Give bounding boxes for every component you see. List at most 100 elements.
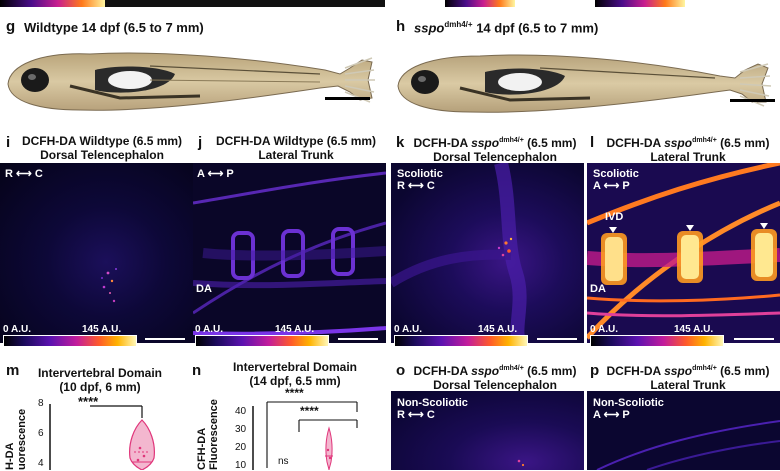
panel-m-ytick-8: 8 bbox=[38, 398, 44, 409]
panel-i-title: DCFH-DA Wildtype (6.5 mm) Dorsal Telence… bbox=[14, 134, 190, 162]
panel-h-title-rest: 14 dpf (6.5 to 7 mm) bbox=[472, 20, 599, 36]
panel-m-ylabel: H-DA uorescence bbox=[4, 409, 28, 470]
panel-letter-j: j bbox=[198, 134, 203, 151]
panel-p-orientation: A ⟷ P bbox=[593, 409, 630, 421]
colorbar-k-max: 145 A.U. bbox=[478, 324, 518, 335]
colorbar-j-min: 0 A.U. bbox=[195, 324, 223, 335]
panel-l-title: DCFH-DA sspodmh4/+ (6.5 mm) Lateral Trun… bbox=[596, 134, 780, 164]
panel-h-title-allele: dmh4/+ bbox=[444, 20, 473, 29]
panel-n-ylabel: CFH-DA Fluorescence bbox=[196, 399, 220, 470]
panel-o-orientation: R ⟷ C bbox=[397, 409, 435, 421]
panel-k-title: DCFH-DA sspodmh4/+ (6.5 mm) Dorsal Telen… bbox=[400, 134, 590, 164]
fish-image-mutant bbox=[397, 54, 775, 113]
panel-m-ytick-6: 6 bbox=[38, 428, 44, 439]
panel-m-ytick-4: 4 bbox=[38, 458, 44, 469]
panel-letter-i: i bbox=[6, 134, 11, 151]
colorbar-l bbox=[590, 335, 724, 347]
scale-bar-j bbox=[338, 338, 378, 340]
panel-n-ns: ns bbox=[278, 456, 289, 467]
panel-j-title-line1: DCFH-DA Wildtype (6.5 mm) bbox=[215, 134, 377, 148]
panel-n-sig2: **** bbox=[300, 404, 319, 418]
colorbar-i-max: 145 A.U. bbox=[82, 324, 122, 335]
panel-h-title: sspodmh4/+ 14 dpf (6.5 to 7 mm) bbox=[414, 20, 598, 35]
panel-h-title-gene: sspo bbox=[414, 20, 445, 36]
panel-p-title-line1: DCFH-DA sspodmh4/+ (6.5 mm) bbox=[606, 364, 770, 378]
top-colorbar-left bbox=[0, 0, 105, 7]
panel-p-title: DCFH-DA sspodmh4/+ (6.5 mm) Lateral Trun… bbox=[596, 362, 780, 392]
panel-k-title-line1: DCFH-DA sspodmh4/+ (6.5 mm) bbox=[413, 136, 577, 150]
colorbar-j bbox=[195, 335, 329, 347]
scale-bar-k bbox=[537, 338, 577, 340]
panel-m-ylabel-line1: H-DA bbox=[4, 442, 16, 471]
panel-m-title-line2: (10 dpf, 6 mm) bbox=[59, 380, 141, 394]
panel-o-title: DCFH-DA sspodmh4/+ (6.5 mm) Dorsal Telen… bbox=[400, 362, 590, 392]
panel-letter-l: l bbox=[590, 134, 595, 151]
panel-n-title: Intervertebral Domain (14 dpf, 6.5 mm) bbox=[220, 360, 370, 388]
panel-letter-g: g bbox=[6, 18, 16, 35]
panel-p-title-line2: Lateral Trunk bbox=[650, 378, 726, 392]
micrograph-i bbox=[0, 163, 193, 343]
colorbar-i-min: 0 A.U. bbox=[3, 324, 31, 335]
scale-bar-g bbox=[325, 97, 370, 100]
top-colorbar-mid bbox=[445, 0, 515, 7]
panel-k-title-line2: Dorsal Telencephalon bbox=[433, 150, 557, 164]
panel-n-ylabel-line1: CFH-DA bbox=[196, 427, 208, 470]
panel-m-ylabel-line2: uorescence bbox=[16, 408, 28, 470]
panel-l-ivd-label: IVD bbox=[605, 211, 624, 223]
plot-m-ticks bbox=[30, 398, 60, 470]
panel-i-orientation: R ⟷ C bbox=[5, 168, 43, 180]
micrograph-l bbox=[587, 163, 780, 343]
panel-o-title-line2: Dorsal Telencephalon bbox=[433, 378, 557, 392]
panel-l-tag: Scoliotic bbox=[593, 168, 639, 180]
panel-letter-m: m bbox=[6, 362, 20, 379]
panel-n-title-line1: Intervertebral Domain bbox=[232, 360, 358, 374]
colorbar-l-max: 145 A.U. bbox=[674, 324, 714, 335]
colorbar-j-max: 145 A.U. bbox=[275, 324, 315, 335]
panel-i-title-line1: DCFH-DA Wildtype (6.5 mm) bbox=[21, 134, 183, 148]
colorbar-k bbox=[394, 335, 528, 347]
scale-bar-i bbox=[145, 338, 185, 340]
micrograph-p bbox=[587, 391, 780, 470]
scale-bar-l bbox=[734, 338, 774, 340]
panel-k-orientation: R ⟷ C bbox=[397, 180, 435, 192]
micrograph-j-signal bbox=[193, 171, 386, 336]
panel-m-title-line1: Intervertebral Domain bbox=[37, 366, 163, 380]
panel-j-orientation: A ⟷ P bbox=[197, 168, 234, 180]
micrograph-k-signal bbox=[391, 163, 527, 343]
fish-image-wildtype bbox=[7, 52, 375, 111]
panel-o-title-line1: DCFH-DA sspodmh4/+ (6.5 mm) bbox=[413, 364, 577, 378]
panel-letter-h: h bbox=[396, 18, 406, 35]
micrograph-o bbox=[391, 391, 584, 470]
plot-n bbox=[252, 401, 358, 470]
panel-letter-o: o bbox=[396, 362, 406, 379]
panel-j-da-label: DA bbox=[196, 283, 212, 295]
panel-n-ytick-30: 30 bbox=[235, 424, 247, 435]
panel-k-tag: Scoliotic bbox=[397, 168, 443, 180]
panel-n-sig1: **** bbox=[285, 386, 304, 400]
panel-p-tag: Non-Scoliotic bbox=[593, 397, 664, 409]
micrograph-k bbox=[391, 163, 584, 343]
micrograph-j bbox=[193, 163, 386, 343]
panel-l-orientation: A ⟷ P bbox=[593, 180, 630, 192]
plot-m bbox=[49, 404, 155, 470]
panel-j-title-line2: Lateral Trunk bbox=[258, 148, 334, 162]
panel-m-title: Intervertebral Domain (10 dpf, 6 mm) bbox=[30, 366, 170, 394]
micrograph-l-signal bbox=[587, 163, 780, 340]
panel-l-title-line1: DCFH-DA sspodmh4/+ (6.5 mm) bbox=[606, 136, 770, 150]
scale-bar-h bbox=[730, 99, 775, 102]
top-colorbar-right bbox=[595, 0, 685, 7]
panel-n-title-line2: (14 dpf, 6.5 mm) bbox=[249, 374, 341, 388]
panel-o-tag: Non-Scoliotic bbox=[397, 397, 468, 409]
panel-n-ytick-20: 20 bbox=[235, 442, 247, 453]
panel-n-ytick-40: 40 bbox=[235, 406, 247, 417]
micrograph-i-signal bbox=[101, 268, 117, 303]
panel-i-title-line2: Dorsal Telencephalon bbox=[40, 148, 164, 162]
panel-n-ylabel-line2: Fluorescence bbox=[208, 399, 220, 470]
colorbar-l-min: 0 A.U. bbox=[590, 324, 618, 335]
panel-letter-p: p bbox=[590, 362, 600, 379]
panel-letter-k: k bbox=[396, 134, 405, 151]
top-strip-black bbox=[105, 0, 385, 7]
panel-l-da-label: DA bbox=[590, 283, 606, 295]
panel-g-title: Wildtype 14 dpf (6.5 to 7 mm) bbox=[24, 20, 204, 35]
panel-m-sig: **** bbox=[78, 394, 99, 409]
